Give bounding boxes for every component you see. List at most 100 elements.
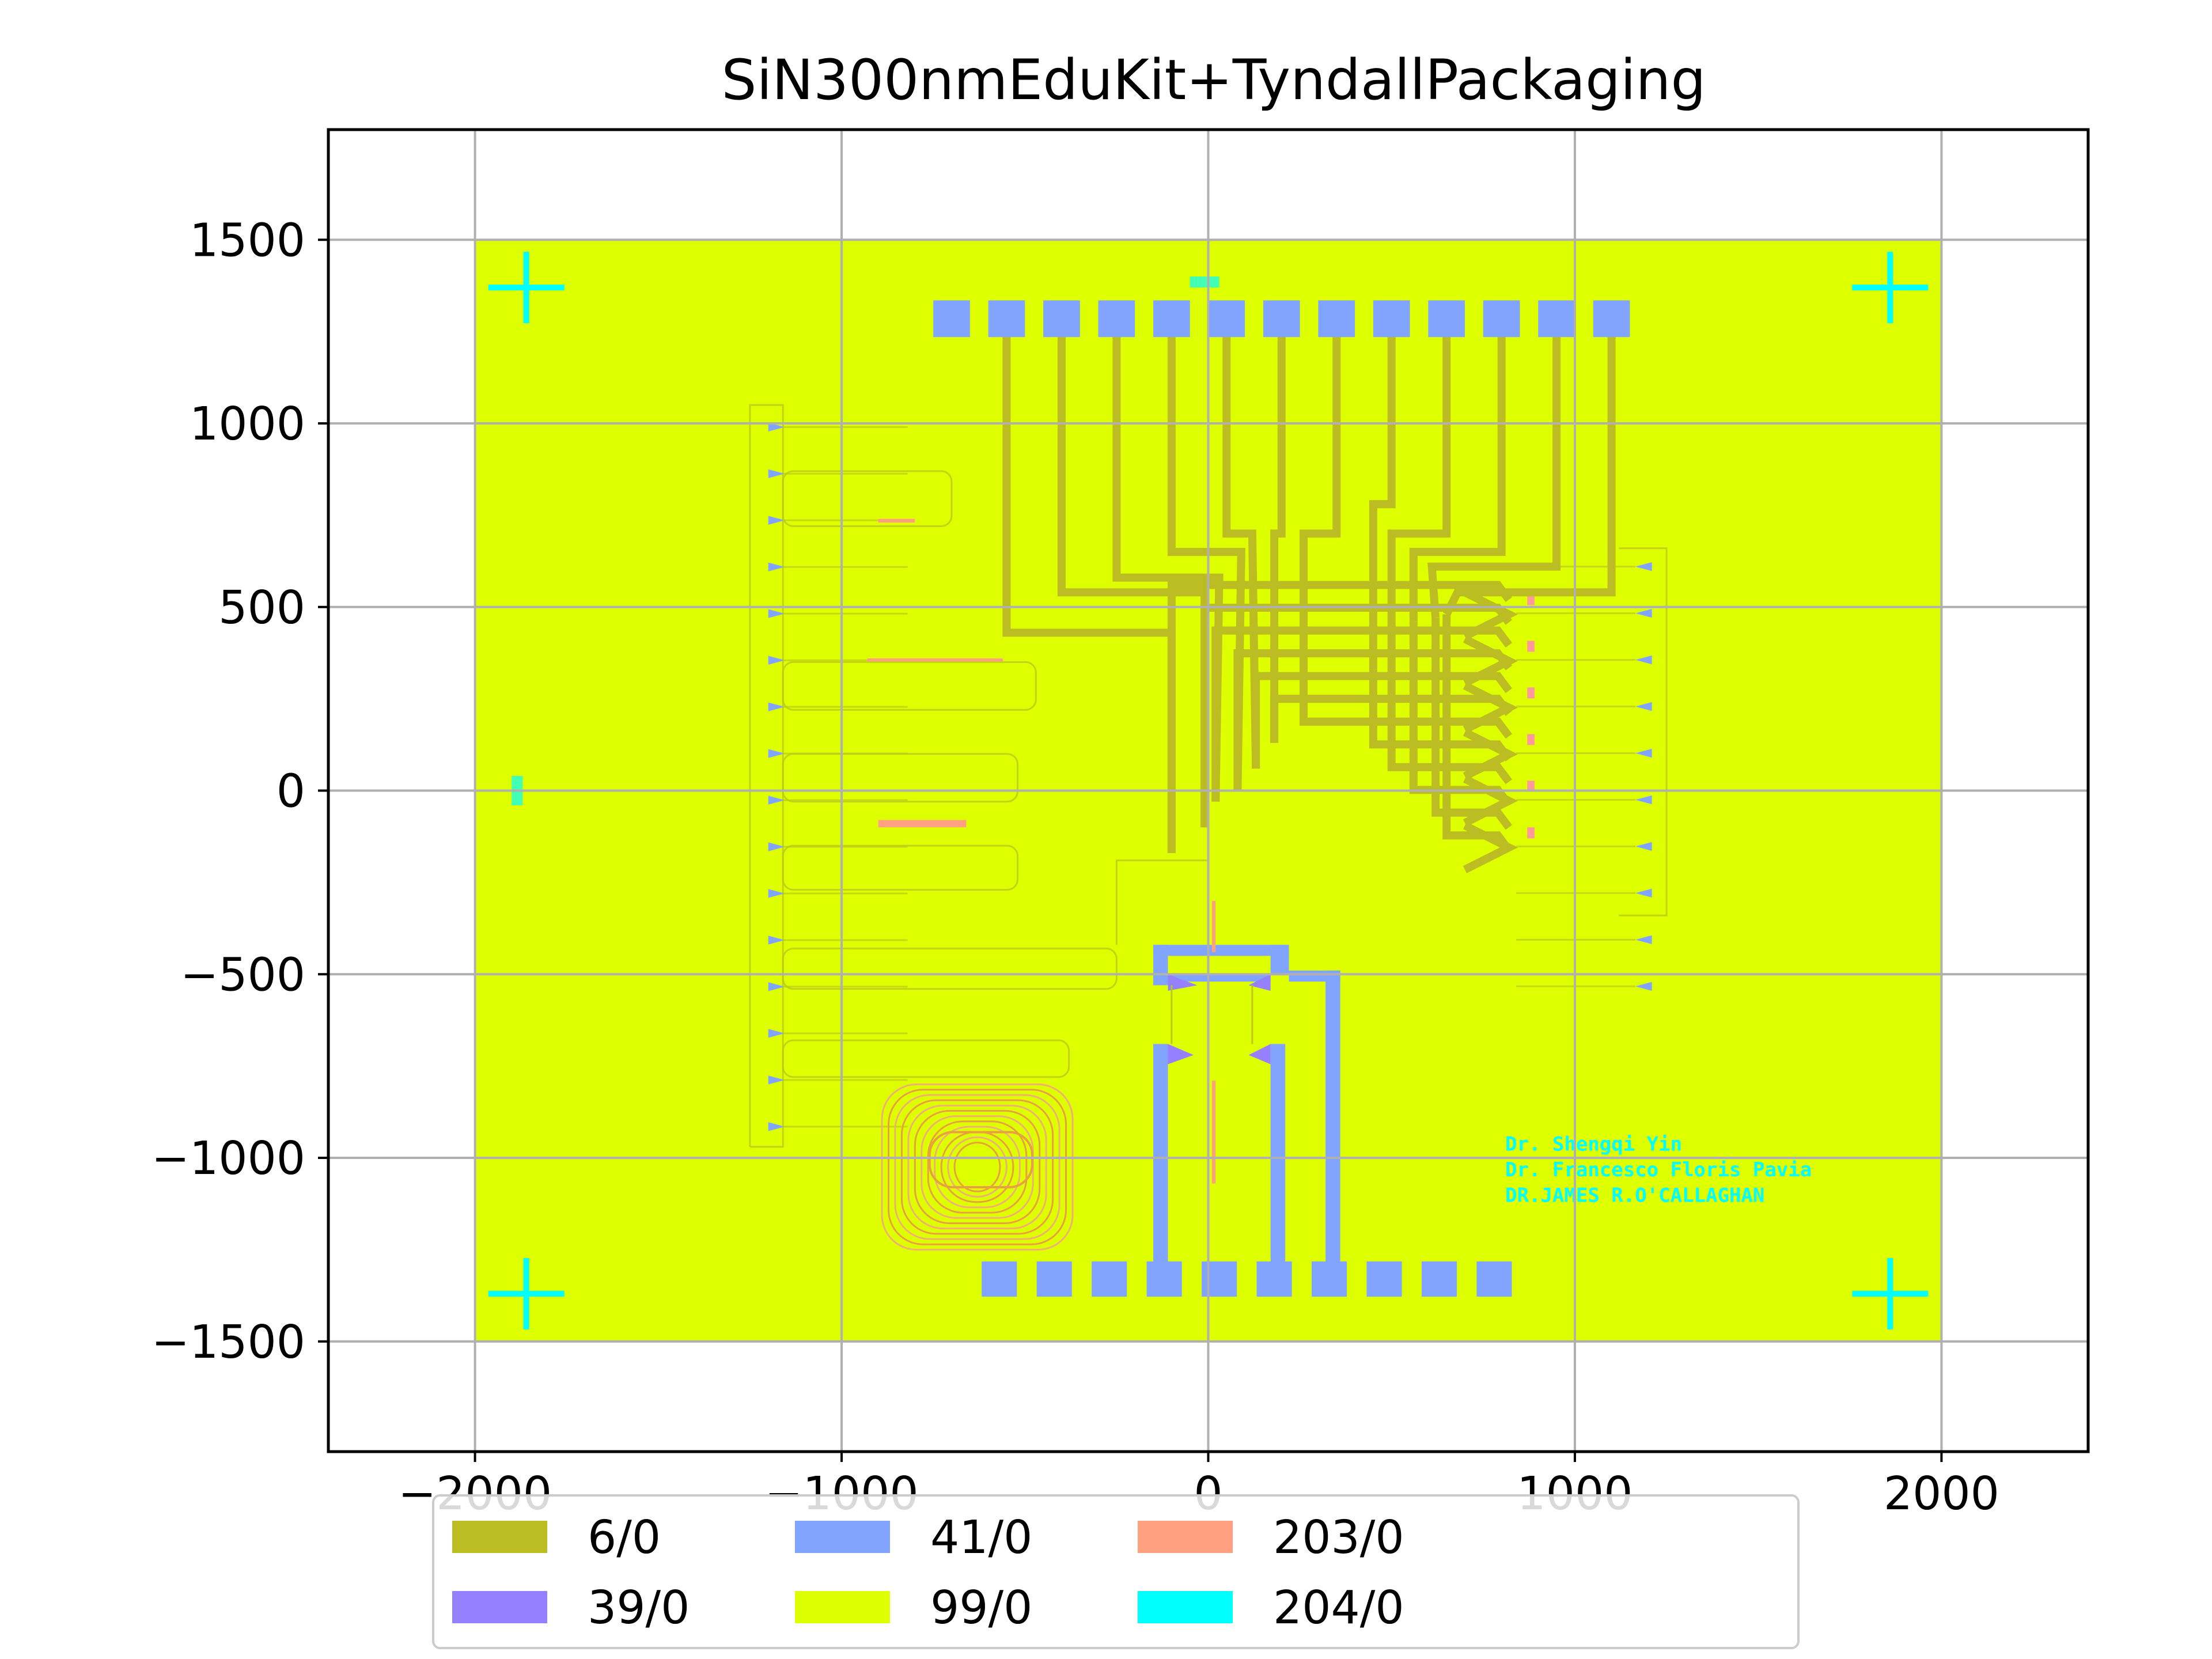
metal-trace-6-0 xyxy=(1431,618,1513,830)
grating-coupler xyxy=(1635,982,1652,991)
grating-coupler xyxy=(1635,888,1652,898)
y-tick-label: −1500 xyxy=(151,1316,305,1369)
legend-box xyxy=(432,1494,1800,1649)
grating-coupler xyxy=(768,422,785,432)
metal-trace-6-0 xyxy=(1463,635,1518,687)
spiral-waveguide xyxy=(914,1109,1041,1224)
legend-label: 39/0 xyxy=(588,1581,690,1634)
grid xyxy=(328,130,2088,1452)
bond-pad-41-0 xyxy=(933,300,970,338)
grating-coupler xyxy=(768,516,785,525)
heater-pad-203-0 xyxy=(1527,734,1535,745)
ring-resonator-outline xyxy=(782,470,953,527)
alignment-mark-204-0 xyxy=(488,285,565,291)
grating-coupler xyxy=(768,1122,785,1131)
grating-coupler xyxy=(768,702,785,711)
grating-coupler xyxy=(1635,935,1652,944)
waveguide-outline xyxy=(749,404,784,1148)
grating-coupler xyxy=(1635,562,1652,571)
grating-coupler xyxy=(1635,655,1652,665)
spiral-waveguide xyxy=(900,1099,1054,1235)
metal-trace-6-0 xyxy=(1427,331,1561,619)
bond-pad-41-0 xyxy=(1208,300,1245,338)
grating-coupler xyxy=(768,562,785,571)
grating-coupler xyxy=(768,796,785,805)
metal-trace-6-0 xyxy=(1270,331,1286,743)
bond-pad-41-0 xyxy=(1476,1261,1512,1297)
bond-pad-41-0 xyxy=(1256,1261,1292,1297)
legend-swatch xyxy=(795,1521,890,1553)
annotation-text: Dr. Francesco Floris Pavia xyxy=(1505,1158,1812,1181)
electrode-41-0 xyxy=(1270,1044,1286,1264)
electrode-41-0 xyxy=(1270,945,1289,975)
bond-pad-41-0 xyxy=(1538,300,1575,338)
metal-trace-6-0 xyxy=(1463,821,1518,873)
heater-pad-203-0 xyxy=(1527,827,1535,839)
heater-pad-203-0 xyxy=(1527,781,1535,792)
spiral-waveguide xyxy=(888,1089,1067,1245)
grating-coupler xyxy=(768,982,785,991)
y-tick-label: 500 xyxy=(218,581,305,634)
spiral-waveguide xyxy=(947,1136,1007,1198)
metal-trace-6-0 xyxy=(1222,331,1260,769)
bond-pad-41-0 xyxy=(1318,300,1355,338)
legend-swatch xyxy=(452,1521,547,1553)
bond-pad-41-0 xyxy=(1366,1261,1402,1297)
bond-pad-41-0 xyxy=(1202,1261,1237,1297)
alignment-mark-204-0 xyxy=(1852,1290,1929,1297)
bond-pad-41-0 xyxy=(1043,300,1080,338)
ring-resonator-outline xyxy=(782,844,1019,891)
taper-39-0 xyxy=(1248,974,1271,991)
grating-coupler xyxy=(1635,608,1652,618)
x-tick-label: 2000 xyxy=(1884,1467,1999,1520)
spiral-waveguide xyxy=(953,1141,1001,1192)
bond-pad-41-0 xyxy=(988,300,1025,338)
heater-203-0 xyxy=(1211,900,1216,952)
annotation-text: Dr. Shengqi Yin xyxy=(1505,1132,1682,1156)
annotation-text: DR.JAMES R.O'CALLAGHAN xyxy=(1505,1184,1764,1207)
legend-swatch xyxy=(452,1591,547,1623)
spiral-waveguide xyxy=(934,1126,1021,1209)
grating-coupler xyxy=(768,609,785,618)
metal-trace-6-0 xyxy=(1442,331,1616,616)
metal-trace-6-0 xyxy=(1300,717,1513,739)
alignment-mark-204-0 xyxy=(1852,285,1929,291)
waveguide-outline xyxy=(1619,547,1668,916)
bond-pad-41-0 xyxy=(1036,1261,1072,1297)
metal-trace-6-0 xyxy=(1463,728,1518,780)
marker-204-0 xyxy=(1190,276,1219,288)
spiral-waveguide xyxy=(907,1104,1047,1230)
grating-coupler xyxy=(1635,842,1652,851)
grating-coupler xyxy=(1635,748,1652,758)
grating-coupler xyxy=(768,1075,785,1085)
legend-label: 99/0 xyxy=(930,1581,1032,1634)
spiral-waveguide xyxy=(881,1084,1074,1251)
bond-pad-41-0 xyxy=(1092,1261,1127,1297)
metal-trace-6-0 xyxy=(1463,589,1518,641)
legend-label: 203/0 xyxy=(1273,1511,1404,1564)
spiral-core xyxy=(928,1131,1033,1188)
bond-pad-41-0 xyxy=(1263,300,1300,338)
bond-pad-41-0 xyxy=(1146,1261,1182,1297)
metal-trace-6-0 xyxy=(1463,775,1518,827)
bond-pad-41-0 xyxy=(1421,1261,1457,1297)
electrode-41-0 xyxy=(1325,970,1340,1264)
heater-203-0 xyxy=(878,518,915,523)
bond-pad-41-0 xyxy=(1098,300,1135,338)
grating-coupler xyxy=(1635,795,1652,805)
heater-pad-203-0 xyxy=(1527,687,1535,699)
legend-swatch xyxy=(1138,1521,1233,1553)
y-tick-label: 1500 xyxy=(190,214,305,267)
grating-coupler xyxy=(768,469,785,478)
legend-label: 204/0 xyxy=(1273,1581,1404,1634)
grating-coupler xyxy=(768,889,785,898)
legend: 6/0 39/0 41/0 99/0 203/0 204/0 xyxy=(432,1494,1800,1649)
y-tick-label: −500 xyxy=(180,948,305,1001)
bond-pad-41-0 xyxy=(1593,300,1630,338)
bond-pad-41-0 xyxy=(1483,300,1520,338)
legend-swatch xyxy=(1138,1591,1233,1623)
taper-39-0 xyxy=(1168,1044,1194,1065)
grating-coupler xyxy=(768,935,785,945)
